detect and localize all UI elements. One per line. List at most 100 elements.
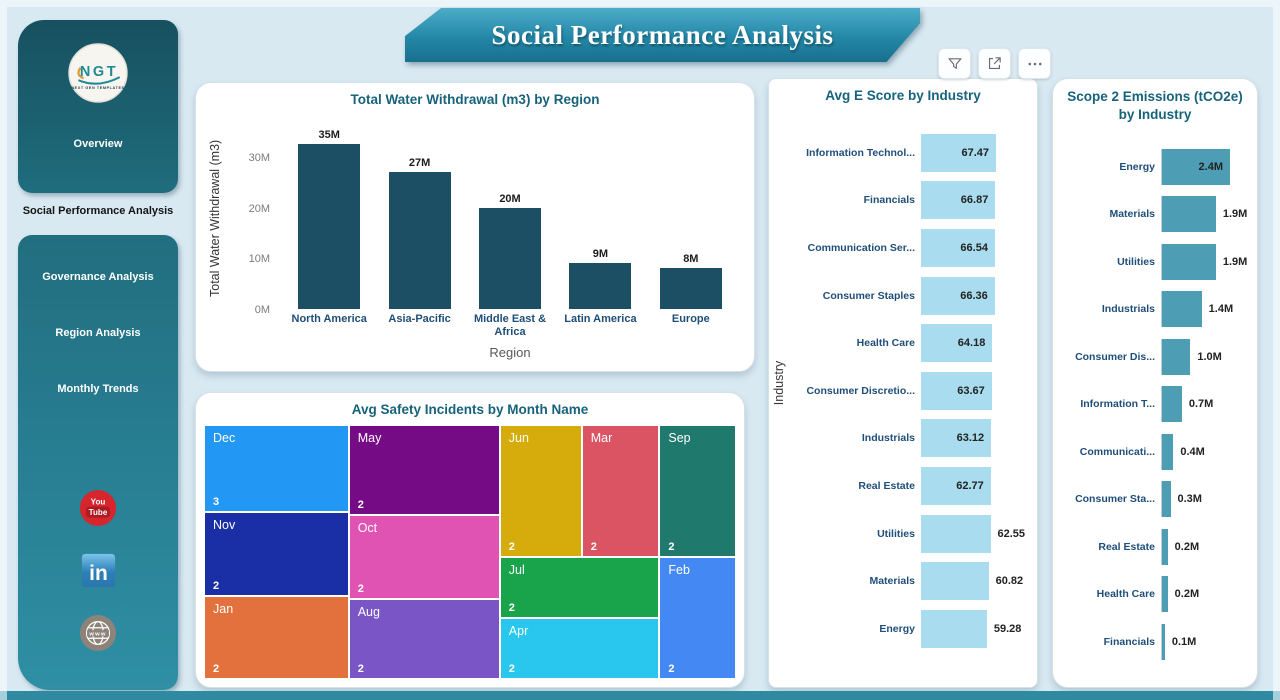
bar-utilities[interactable] [921, 514, 991, 553]
treemap-cell-dec[interactable]: Dec 3 [204, 425, 349, 513]
treemap-cell-sep[interactable]: Sep 2 [659, 425, 736, 557]
treemap-cell-apr[interactable]: Apr 2 [499, 618, 660, 679]
treemap-cell-mar[interactable]: Mar 2 [581, 425, 660, 557]
youtube-icon[interactable]: You Tube [79, 489, 117, 527]
bar-consumer-dis[interactable] [1162, 338, 1191, 375]
category-label: Consumer Staples [822, 289, 915, 302]
chart-row: Real Estate 0.2M [1061, 523, 1251, 571]
treemap-cell-oct[interactable]: Oct 2 [348, 515, 500, 599]
treemap-cell-jan[interactable]: Jan 2 [204, 595, 349, 679]
y-tick-label: 10M [248, 253, 270, 266]
bar-consumer-discretio[interactable] [921, 371, 992, 410]
bar-industrials[interactable] [1162, 291, 1202, 328]
chart-row: Energy 59.28 [781, 605, 1029, 653]
bar-europe[interactable] [659, 268, 722, 309]
bar-value-label: 20M [499, 192, 521, 205]
svg-text:You: You [91, 498, 106, 507]
bar-latin-america[interactable] [569, 263, 632, 309]
y-tick-label: 20M [248, 202, 270, 215]
chart-row: Real Estate 62.77 [781, 462, 1029, 510]
bar-energy[interactable] [921, 609, 987, 648]
category-label: Communication Ser... [807, 241, 915, 254]
treemap-cell-label: Jul [508, 562, 525, 577]
bar-value-label: 66.87 [960, 194, 989, 207]
sidebar-item-overview[interactable]: Overview [73, 138, 123, 150]
bar-track: 1.4M [1161, 291, 1251, 328]
bar-real-estate[interactable] [1162, 528, 1168, 565]
category-label: Utilities [877, 527, 915, 540]
chart-row: Information T... 0.7M [1061, 381, 1251, 429]
water-bar-plot: 35M 27M 20M 9M 8M [284, 129, 736, 309]
water-y-axis-title: Total Water Withdrawal (m3) [208, 139, 222, 297]
bar-track: 66.36 [921, 276, 1029, 315]
treemap-cell-jun[interactable]: Jun 2 [499, 425, 582, 557]
chart-row: Communication Ser... 66.54 [781, 224, 1029, 272]
bar-column: 20M [465, 129, 555, 309]
bar-materials[interactable] [921, 562, 989, 601]
focus-mode-button[interactable] [978, 48, 1011, 79]
social-links: You Tube in www [79, 489, 117, 652]
bar-track: 64.18 [921, 324, 1029, 363]
bar-financials[interactable] [921, 181, 996, 220]
sidebar-item-governance-analysis[interactable]: Governance Analysis [42, 271, 154, 283]
bar-north-america[interactable] [298, 144, 361, 309]
bar-value-label: 1.4M [1208, 303, 1234, 316]
treemap-cell-may[interactable]: May 2 [348, 425, 500, 516]
bar-value-label: 1.0M [1197, 350, 1222, 363]
treemap-cell-value: 3 [213, 496, 220, 509]
bar-communicati[interactable] [1162, 433, 1174, 470]
bar-track: 63.12 [921, 419, 1029, 458]
bar-financials[interactable] [1162, 623, 1165, 660]
bar-middle-east-africa[interactable] [479, 207, 542, 309]
bar-health-care[interactable] [921, 324, 993, 363]
sidebar-item-social-performance-analysis-active[interactable]: Social Performance Analysis [22, 205, 174, 217]
sidebar-item-monthly-trends[interactable]: Monthly Trends [57, 383, 139, 395]
sidebar-item-region-analysis[interactable]: Region Analysis [55, 327, 141, 339]
category-label: Industrials [1101, 303, 1155, 316]
bar-asia-pacific[interactable] [388, 172, 451, 309]
filter-button[interactable] [938, 48, 971, 79]
title-banner: Social Performance Analysis [405, 8, 920, 62]
chart-row: Consumer Sta... 0.3M [1061, 476, 1251, 524]
bar-health-care[interactable] [1162, 576, 1168, 613]
bar-value-label: 63.67 [957, 384, 985, 397]
category-label: Consumer Dis... [1075, 350, 1155, 363]
bar-real-estate[interactable] [921, 466, 991, 505]
treemap-cell-nov[interactable]: Nov 2 [204, 512, 349, 596]
treemap-cell-value: 2 [668, 540, 675, 553]
treemap-cell-label: Apr [508, 624, 529, 639]
e-score-title: Avg E Score by Industry [825, 88, 981, 103]
bar-value-label: 67.47 [961, 146, 989, 159]
more-options-icon [1027, 62, 1042, 65]
water-y-axis-ticks: 0M 10M 20M 30M [236, 129, 278, 316]
bar-information-t[interactable] [1162, 386, 1182, 423]
linkedin-icon[interactable]: in [81, 553, 116, 588]
category-label: Financials [1103, 635, 1155, 648]
treemap-cell-feb[interactable]: Feb 2 [659, 556, 736, 679]
bar-value-label: 0.2M [1174, 540, 1200, 553]
bar-materials[interactable] [1162, 196, 1216, 233]
category-label: Energy [879, 622, 915, 635]
bar-consumer-sta[interactable] [1162, 481, 1171, 518]
chart-row: Utilities 1.9M [1061, 238, 1251, 286]
bar-information-technol[interactable] [921, 133, 996, 172]
safety-incidents-card: Avg Safety Incidents by Month Name Dec 3 N… [195, 392, 745, 688]
bar-track: 1.9M [1161, 243, 1251, 280]
bar-consumer-staples[interactable] [921, 276, 995, 315]
bar-energy[interactable] [1162, 148, 1230, 185]
website-globe-icon[interactable]: www [79, 614, 117, 652]
chart-row: Materials 60.82 [781, 557, 1029, 605]
bar-value-label: 8M [683, 253, 699, 266]
treemap-cell-aug[interactable]: Aug 2 [348, 598, 500, 679]
bar-industrials[interactable] [921, 419, 992, 458]
bar-value-label: 64.18 [957, 337, 986, 350]
more-options-button[interactable] [1018, 48, 1051, 79]
logo-swoosh [77, 67, 84, 80]
bar-value-label: 63.12 [956, 432, 985, 445]
category-label: Communicati... [1079, 445, 1155, 458]
chart-row: Health Care 64.18 [781, 319, 1029, 367]
treemap-cell-jul[interactable]: Jul 2 [499, 556, 660, 619]
bar-utilities[interactable] [1162, 243, 1216, 280]
bar-communication-ser[interactable] [921, 228, 995, 267]
treemap-title: Avg Safety Incidents by Month Name [351, 402, 589, 417]
